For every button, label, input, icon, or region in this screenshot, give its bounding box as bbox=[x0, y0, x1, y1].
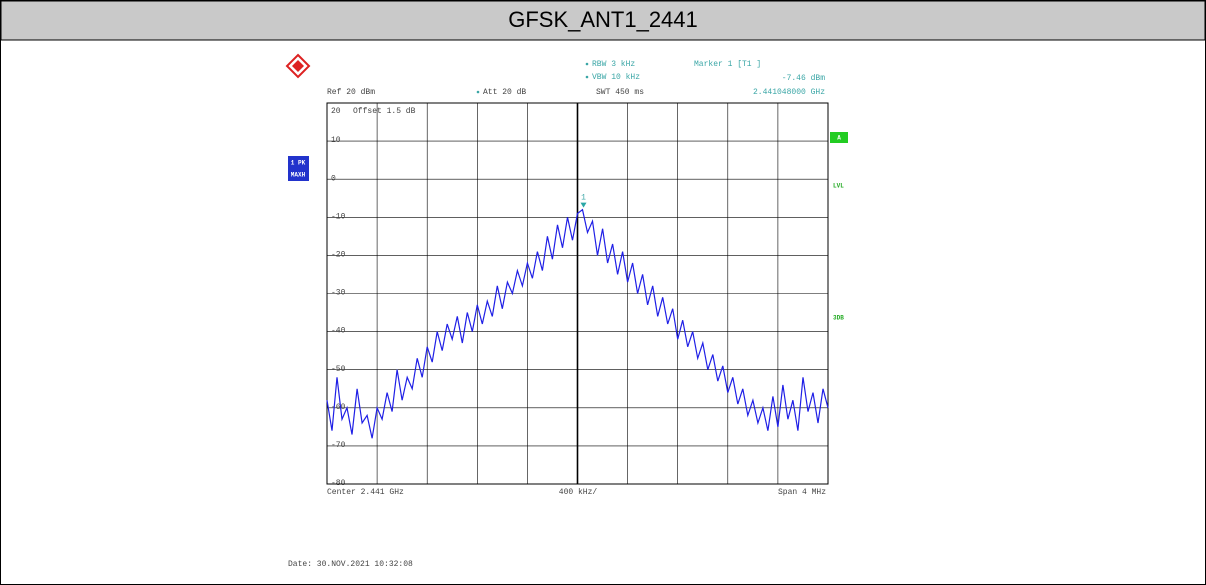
marker bbox=[580, 202, 587, 208]
plot-border bbox=[326, 102, 829, 485]
att: Att 20 dB bbox=[483, 88, 526, 97]
x-center: Center 2.441 GHz bbox=[327, 488, 404, 497]
x-div: 400 kHz/ bbox=[559, 488, 598, 497]
side-label: LVL bbox=[833, 183, 844, 190]
y-tick-label: -50 bbox=[331, 365, 346, 374]
title: GFSK_ANT1_2441 bbox=[508, 7, 698, 32]
ref: Ref 20 dBm bbox=[327, 88, 375, 97]
side-label: A bbox=[837, 135, 841, 142]
y-tick-label: -20 bbox=[331, 251, 346, 260]
offset: Offset 1.5 dB bbox=[353, 107, 416, 116]
rbw: RBW 3 kHz bbox=[592, 60, 635, 69]
trace-box bbox=[288, 156, 309, 181]
side-label: 3DB bbox=[833, 315, 844, 322]
title-bar bbox=[0, 0, 1206, 41]
date: Date: 30.NOV.2021 10:32:08 bbox=[288, 560, 413, 569]
y-tick-label: 10 bbox=[331, 136, 341, 145]
vbw: VBW 10 kHz bbox=[592, 73, 640, 82]
marker-name: Marker 1 [T1 ] bbox=[694, 60, 761, 69]
y-tick-label: -40 bbox=[331, 327, 346, 336]
marker-tag: 1 bbox=[581, 194, 586, 203]
y-tick-label: -70 bbox=[331, 441, 346, 450]
dot bbox=[585, 75, 589, 79]
side-box bbox=[830, 132, 848, 143]
swt: SWT 450 ms bbox=[596, 88, 644, 97]
marker-value: -7.46 dBm bbox=[782, 74, 825, 83]
x-span: Span 4 MHz bbox=[778, 488, 826, 497]
trace bbox=[326, 208, 829, 439]
y-tick-label: 0 bbox=[331, 174, 336, 183]
dot bbox=[585, 62, 589, 66]
trace-label: 1 PK bbox=[291, 160, 306, 167]
y-tick-label: -10 bbox=[331, 212, 346, 221]
marker-freq: 2.441048000 GHz bbox=[753, 88, 825, 97]
y-tick-label: -30 bbox=[331, 289, 346, 298]
y-tick-label: -60 bbox=[331, 403, 346, 412]
dot bbox=[476, 90, 480, 94]
trace-label: MAXH bbox=[291, 172, 306, 179]
logo bbox=[285, 53, 311, 79]
y-tick-label: 20 bbox=[331, 107, 341, 116]
